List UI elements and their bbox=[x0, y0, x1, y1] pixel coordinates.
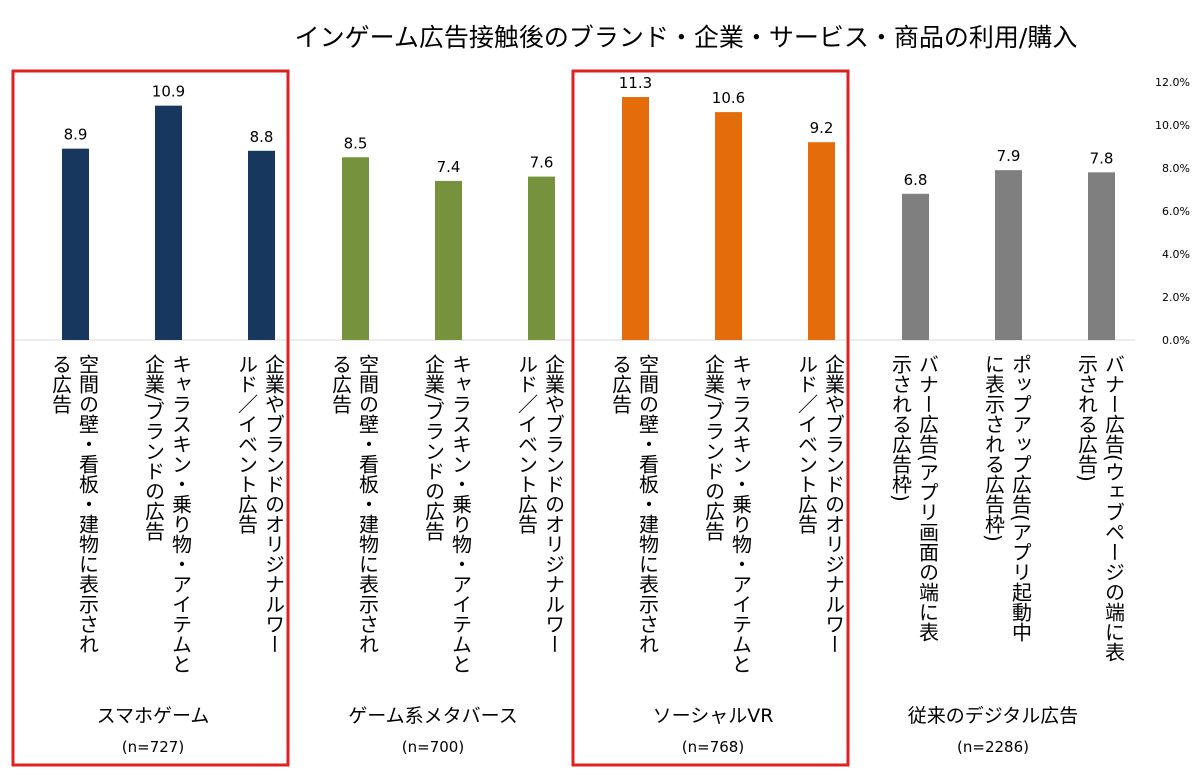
group-label: スマホゲーム bbox=[97, 705, 210, 727]
bar-value-label: 7.9 bbox=[997, 147, 1021, 165]
chart-title: インゲーム広告接触後のブランド・企業・サービス・商品の利用/購入 bbox=[295, 23, 1078, 52]
bar bbox=[808, 142, 835, 340]
group-n-label: (n=727) bbox=[122, 738, 184, 756]
group-n-label: (n=2286) bbox=[957, 738, 1029, 756]
category-label: に表示される広告枠) bbox=[982, 354, 1006, 542]
group-n-label: (n=700) bbox=[402, 738, 464, 756]
bar bbox=[1088, 172, 1115, 340]
y-tick-label: 4.0% bbox=[1162, 248, 1190, 261]
category-label: キャラスキン・乗り物・アイテムと bbox=[169, 354, 193, 674]
category-label: 企業やブランドのオリジナルワー bbox=[822, 354, 846, 654]
group-label: 従来のデジタル広告 bbox=[908, 705, 1079, 727]
y-tick-label: 6.0% bbox=[1162, 205, 1190, 218]
category-label: 企業/ブランドの広告 bbox=[702, 354, 726, 541]
bar-value-label: 7.4 bbox=[437, 158, 461, 176]
plot-area: 0.0% 2.0% 4.0% 6.0% 8.0% 10.0% 12.0% 8.9 空間の壁・看板… bbox=[11, 69, 1190, 767]
category-label: 企業やブランドのオリジナルワー bbox=[542, 354, 566, 654]
category-label: バナー広告(アプリ画面の端に表 bbox=[916, 354, 940, 642]
bar-value-label: 8.9 bbox=[64, 126, 88, 144]
category-label: ルド／イベント広告 bbox=[795, 354, 819, 534]
bar bbox=[622, 97, 649, 340]
bar bbox=[528, 176, 555, 340]
bar-value-label: 7.8 bbox=[1090, 149, 1114, 167]
group-label: ゲーム系メタバース bbox=[348, 705, 517, 727]
bar-value-label: 7.6 bbox=[530, 154, 554, 172]
bar-value-label: 10.9 bbox=[152, 83, 185, 101]
y-tick-label: 0.0% bbox=[1162, 334, 1190, 347]
highlight-box bbox=[11, 69, 290, 767]
category-label: る広告 bbox=[609, 354, 633, 414]
category-label: ルド／イベント広告 bbox=[235, 354, 259, 534]
group-label: ソーシャルVR bbox=[653, 705, 774, 727]
bar bbox=[715, 112, 742, 340]
category-label: 企業/ブランドの広告 bbox=[142, 354, 166, 541]
bar bbox=[902, 193, 929, 340]
y-tick-label: 10.0% bbox=[1155, 119, 1190, 132]
category-label: る広告 bbox=[49, 354, 73, 414]
category-label: バナー広告(ウェブページの端に表 bbox=[1102, 354, 1126, 662]
bar bbox=[155, 105, 182, 341]
category-label: 空間の壁・看板・建物に表示され bbox=[636, 354, 660, 654]
bar-value-label: 9.2 bbox=[810, 119, 834, 137]
y-tick-label: 8.0% bbox=[1162, 162, 1190, 175]
category-label: 空間の壁・看板・建物に表示され bbox=[76, 354, 100, 654]
y-tick-label: 12.0% bbox=[1155, 76, 1190, 89]
category-label: キャラスキン・乗り物・アイテムと bbox=[449, 354, 473, 674]
category-label: る広告 bbox=[329, 354, 353, 414]
bar-value-label: 8.8 bbox=[250, 128, 274, 146]
bar-value-label: 11.3 bbox=[619, 74, 652, 92]
category-label: 示される広告) bbox=[1075, 354, 1099, 482]
bar bbox=[342, 157, 369, 340]
category-label: ルド／イベント広告 bbox=[515, 354, 539, 534]
category-label: 示される広告枠) bbox=[889, 354, 913, 502]
bar bbox=[435, 180, 462, 340]
y-tick-label: 2.0% bbox=[1162, 291, 1190, 304]
category-label: ポップアップ広告(アプリ起動中 bbox=[1009, 354, 1033, 642]
bar-value-label: 6.8 bbox=[904, 171, 928, 189]
bar bbox=[62, 148, 89, 340]
bar bbox=[995, 170, 1022, 340]
category-label: 企業/ブランドの広告 bbox=[422, 354, 446, 541]
group-n-label: (n=768) bbox=[682, 738, 744, 756]
bar bbox=[248, 150, 275, 340]
category-label: キャラスキン・乗り物・アイテムと bbox=[729, 354, 753, 674]
category-label: 空間の壁・看板・建物に表示され bbox=[356, 354, 380, 654]
category-label: 企業やブランドのオリジナルワー bbox=[262, 354, 286, 654]
bar-value-label: 10.6 bbox=[712, 89, 745, 107]
highlight-box bbox=[571, 69, 850, 767]
bar-value-label: 8.5 bbox=[344, 134, 368, 152]
